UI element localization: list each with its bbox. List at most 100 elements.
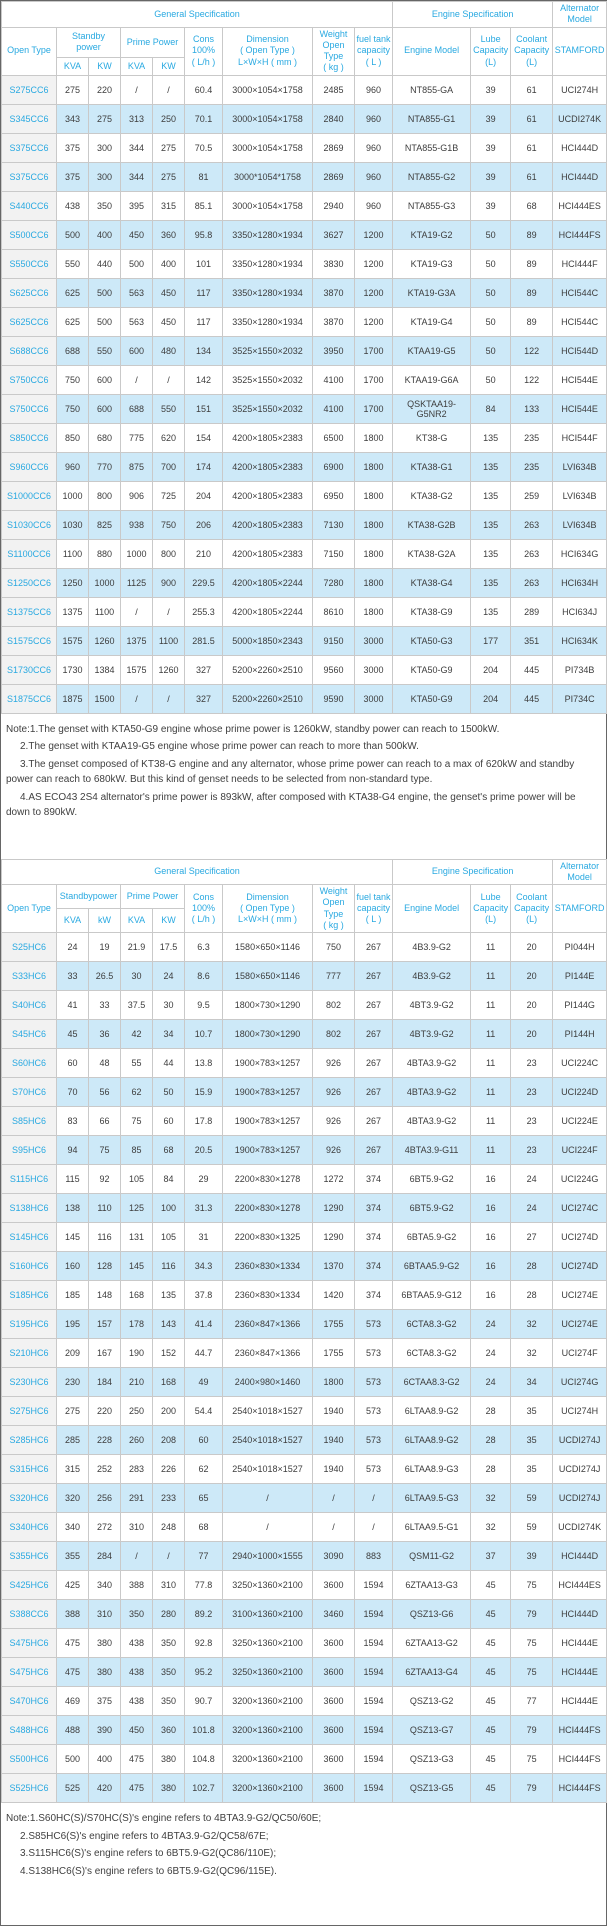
table-cell: 1700 [353,335,394,366]
table-cell: LVI634B [552,451,607,482]
table-cell: NTA855-G2 [392,161,472,192]
table-cell: 573 [353,1454,394,1484]
model-link[interactable]: S160HC6 [1,1251,57,1281]
table-cell: 563 [120,277,153,308]
table-cell: 45 [470,1686,512,1716]
table-cell: 875 [120,451,153,482]
table-cell: PI044H [552,932,607,962]
table-cell: 525 [56,1773,89,1803]
model-link[interactable]: S1100CC6 [1,538,57,569]
table-cell: 29 [184,1164,223,1194]
table-cell: 148 [88,1280,121,1310]
model-link[interactable]: S750CC6 [1,393,57,424]
model-link[interactable]: S33HC6 [1,961,57,991]
model-link[interactable]: S340HC6 [1,1512,57,1542]
model-link[interactable]: S850CC6 [1,422,57,453]
model-link[interactable]: S488HC6 [1,1715,57,1745]
model-link[interactable]: S85HC6 [1,1106,57,1136]
table-cell: LVI634B [552,480,607,511]
model-link[interactable]: S195HC6 [1,1309,57,1339]
table-cell: 800 [88,480,121,511]
table-cell: 7280 [312,567,355,598]
table-cell: 5000×1850×2343 [222,625,313,656]
model-link[interactable]: S1875CC6 [1,683,57,714]
table-cell: HCI444E [552,1657,607,1687]
model-link[interactable]: S525HC6 [1,1773,57,1803]
model-link[interactable]: S625CC6 [1,306,57,337]
table-cell: 135 [470,567,512,598]
table-cell: UCI274G [552,1367,607,1397]
model-link[interactable]: S550CC6 [1,248,57,279]
table-cell: 960 [56,451,89,482]
model-link[interactable]: S388CC6 [1,1599,57,1629]
model-link[interactable]: S375CC6 [1,161,57,192]
table-cell: 39 [510,1541,554,1571]
model-link[interactable]: S1030CC6 [1,509,57,540]
model-link[interactable]: S1575CC6 [1,625,57,656]
model-link[interactable]: S345CC6 [1,103,57,134]
table-cell: 450 [120,1715,153,1745]
table-cell: HCI544F [552,422,607,453]
model-link[interactable]: S960CC6 [1,451,57,482]
model-link[interactable]: S1250CC6 [1,567,57,598]
model-link[interactable]: S440CC6 [1,190,57,221]
model-link[interactable]: S210HC6 [1,1338,57,1368]
model-link[interactable]: S275CC6 [1,74,57,105]
model-link[interactable]: S25HC6 [1,932,57,962]
table-cell: 625 [56,277,89,308]
table-cell: 4100 [312,393,355,424]
model-link[interactable]: S138HC6 [1,1193,57,1223]
table-cell: HCI444D [552,132,607,163]
table-cell: 4200×1805×2244 [222,596,313,627]
table-row: S320HC6 320 256 291 233 65///6LTAA9.5-G3 32 59 U… [1,1483,607,1513]
table-cell: 135 [470,451,512,482]
model-link[interactable]: S115HC6 [1,1164,57,1194]
model-link[interactable]: S230HC6 [1,1367,57,1397]
table-cell: 350 [152,1657,185,1687]
model-link[interactable]: S750CC6 [1,364,57,395]
model-link[interactable]: S40HC6 [1,990,57,1020]
model-link[interactable]: S95HC6 [1,1135,57,1165]
table-cell: 300 [88,161,121,192]
model-link[interactable]: S1000CC6 [1,480,57,511]
table-cell: 1000 [56,480,89,511]
model-link[interactable]: S470HC6 [1,1686,57,1716]
table-cell: 116 [88,1222,121,1252]
model-link[interactable]: S60HC6 [1,1048,57,1078]
general-spec-header: General Specification [0,858,394,885]
model-link[interactable]: S315HC6 [1,1454,57,1484]
model-link[interactable]: S285HC6 [1,1425,57,1455]
model-link[interactable]: S1730CC6 [1,654,57,685]
model-link[interactable]: S475HC6 [1,1657,57,1687]
model-link[interactable]: S185HC6 [1,1280,57,1310]
table-cell: 6.3 [184,932,223,962]
table-cell: HCI544E [552,393,607,424]
table-cell: 4B3.9-G2 [392,932,472,962]
model-link[interactable]: S145HC6 [1,1222,57,1252]
model-link[interactable]: S500HC6 [1,1744,57,1774]
alternator-model-header: Alternator Model [552,1,607,28]
model-link[interactable]: S425HC6 [1,1570,57,1600]
model-link[interactable]: S70HC6 [1,1077,57,1107]
table-row: S195HC6 195 157 178 143 41.4 2360×847×1366 1755… [1,1309,607,1339]
note-line: Note:1.S60HC(S)/S70HC(S)'s engine refers… [6,1813,322,1824]
model-link[interactable]: S500CC6 [1,219,57,250]
model-link[interactable]: S688CC6 [1,335,57,366]
model-link[interactable]: S375CC6 [1,132,57,163]
model-link[interactable]: S355HC6 [1,1541,57,1571]
model-link[interactable]: S475HC6 [1,1628,57,1658]
table-cell: 700 [152,451,185,482]
table-cell: 926 [312,1048,355,1078]
model-link[interactable]: S625CC6 [1,277,57,308]
table-cell: 30 [120,961,153,991]
table-cell: 16 [470,1280,512,1310]
table-cell: 3350×1280×1934 [222,248,313,279]
model-link[interactable]: S275HC6 [1,1396,57,1426]
model-link[interactable]: S1375CC6 [1,596,57,627]
table-cell: 45 [470,1744,512,1774]
table-cell: 906 [120,480,153,511]
table-cell: 340 [56,1512,89,1542]
model-link[interactable]: S320HC6 [1,1483,57,1513]
table-cell: 340 [88,1570,121,1600]
model-link[interactable]: S45HC6 [1,1019,57,1049]
